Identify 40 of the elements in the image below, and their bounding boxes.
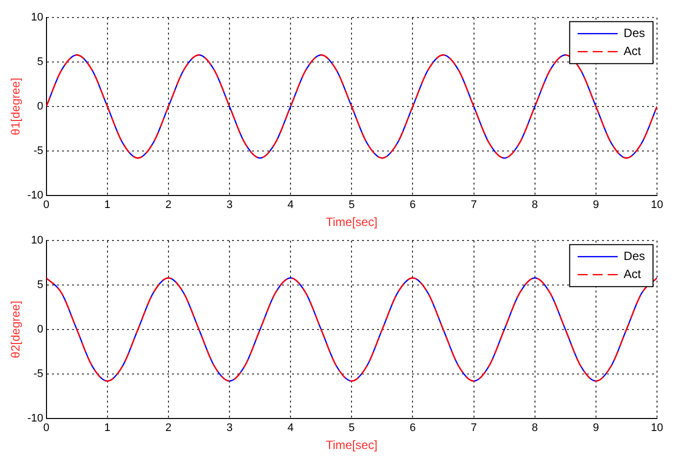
x-tick-label: 4	[288, 199, 294, 212]
x-tick-label: 5	[348, 199, 355, 212]
y-tick-label: 5	[37, 56, 44, 68]
y-tick-label: 0	[37, 100, 44, 113]
x-tick-label: 9	[592, 422, 599, 434]
y-tick-label: -5	[34, 368, 44, 380]
legend-label: Act	[624, 266, 642, 281]
y-axis-title: θ2[degree]	[8, 300, 23, 358]
y-tick-label: -5	[34, 144, 44, 157]
x-tick-label: 5	[348, 422, 355, 434]
x-tick-label: 10	[650, 199, 664, 212]
legend-label: Des	[624, 248, 646, 263]
y-axis-title: θ1[degree]	[8, 78, 23, 136]
y-tick-label: -10	[27, 412, 44, 424]
x-tick-label: 3	[226, 199, 233, 212]
x-tick-label: 8	[532, 422, 538, 434]
x-tick-label: 9	[592, 199, 599, 212]
x-tick-label: 8	[532, 199, 538, 212]
line-series	[46, 277, 657, 382]
y-tick-label: 10	[31, 12, 44, 24]
y-tick-label: 0	[37, 324, 44, 336]
line-series	[46, 54, 657, 159]
y-tick-label: 10	[31, 234, 44, 247]
x-tick-label: 7	[470, 199, 477, 212]
x-axis-title: Time[sec]	[326, 438, 378, 452]
x-tick-label: 7	[470, 422, 477, 434]
legend-label: Act	[624, 44, 642, 58]
x-axis-title: Time[sec]	[326, 215, 378, 230]
x-tick-label: 3	[226, 422, 233, 434]
x-tick-label: 2	[165, 422, 172, 434]
x-tick-label: 10	[650, 422, 664, 434]
x-tick-label: 6	[410, 199, 416, 212]
x-tick-label: 1	[104, 422, 110, 434]
y-tick-label: 5	[37, 279, 44, 292]
x-tick-label: 6	[410, 422, 416, 434]
legend-label: Des	[624, 26, 646, 40]
y-tick-label: -10	[27, 189, 44, 202]
x-tick-label: 4	[288, 422, 294, 434]
x-tick-label: 1	[104, 199, 110, 212]
x-tick-label: 2	[165, 199, 172, 212]
